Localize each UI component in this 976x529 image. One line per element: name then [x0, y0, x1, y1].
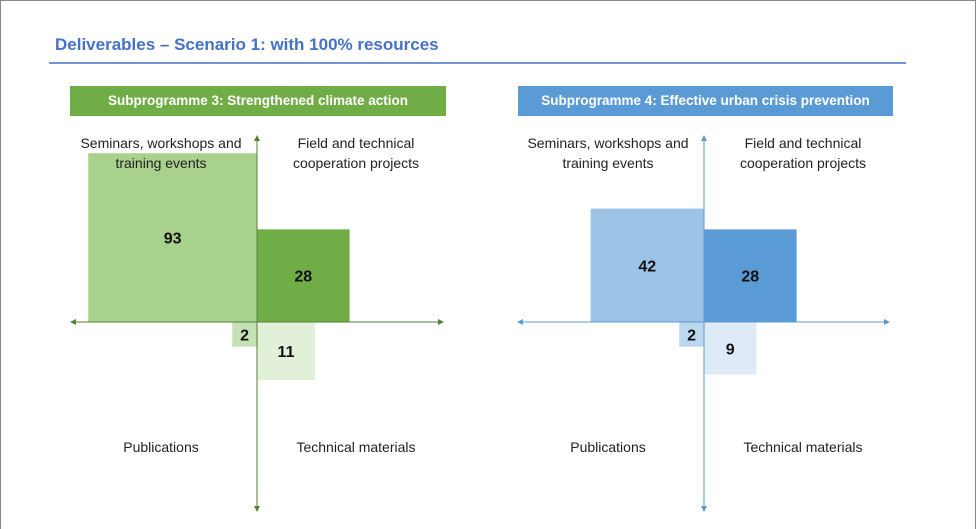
- quadrant-label: Publications: [570, 439, 646, 455]
- value-label: 93: [164, 231, 182, 248]
- subprogramme-header: Subprogramme 3: Strengthened climate act…: [70, 86, 446, 116]
- quadrant-label: Technical materials: [743, 439, 863, 455]
- quadrant-label: Publications: [123, 439, 199, 455]
- quadrant-label: Technical materials: [296, 439, 416, 455]
- quadrant-box: [679, 322, 704, 347]
- quadrant-box: [88, 153, 257, 322]
- quadrant-box: [590, 208, 704, 322]
- value-label: 42: [638, 258, 656, 275]
- value-label: 2: [240, 327, 249, 344]
- quadrant-box: [232, 322, 257, 347]
- value-label: 11: [278, 344, 295, 361]
- quadrant-label: Seminars, workshops and training events: [80, 135, 242, 171]
- slide-title: Deliverables – Scenario 1: with 100% res…: [55, 35, 439, 54]
- value-label: 28: [294, 269, 312, 286]
- value-label: 2: [687, 327, 696, 344]
- quadrant-box: [704, 322, 757, 375]
- value-label: 28: [741, 269, 759, 286]
- quadrant-label: Field and technical cooperation projects: [739, 135, 867, 171]
- subprogramme-header: Subprogramme 4: Effective urban crisis p…: [518, 86, 893, 116]
- quadrant-box: [257, 229, 350, 322]
- value-label: 9: [726, 341, 735, 358]
- quadrant-label: Seminars, workshops and training events: [527, 135, 689, 171]
- quadrant-label: Field and technical cooperation projects: [292, 135, 420, 171]
- quadrant-box: [257, 322, 316, 381]
- quadrant-box: [704, 229, 797, 322]
